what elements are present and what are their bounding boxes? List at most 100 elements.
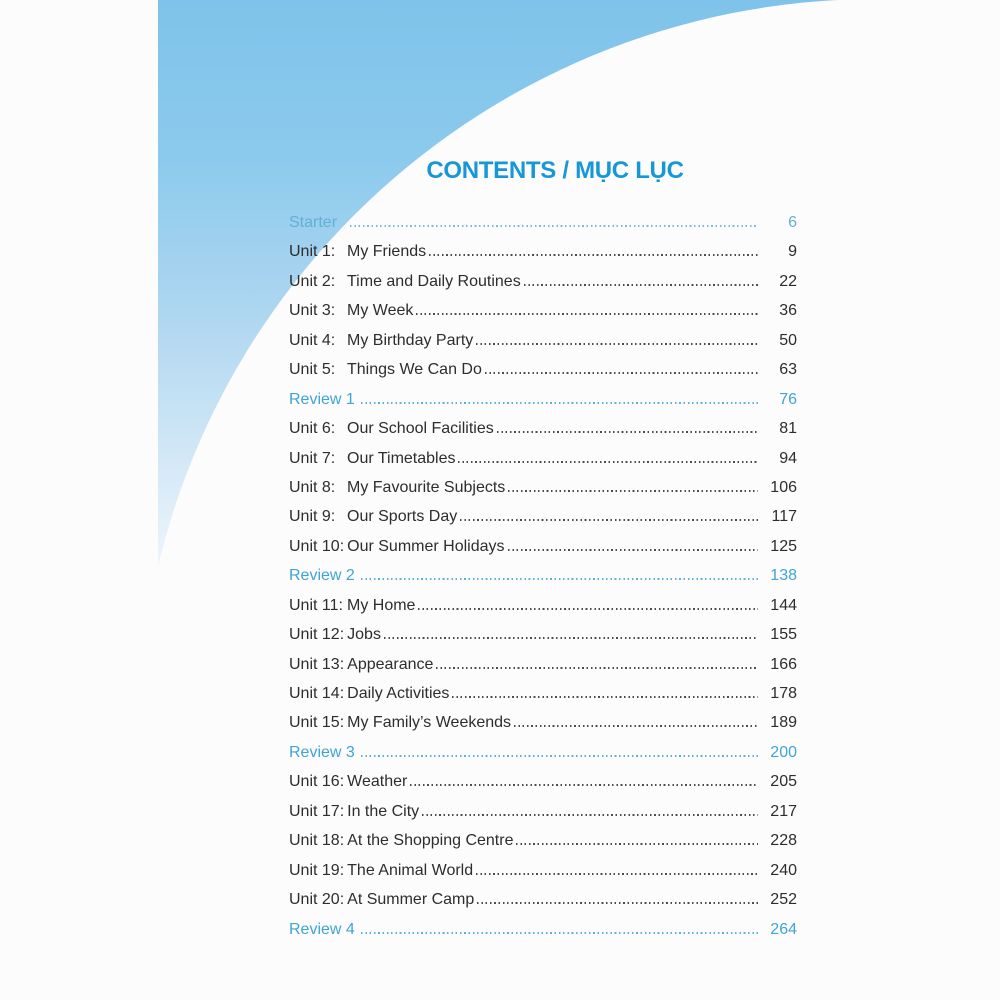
entry-page-number: 125 [770,537,797,555]
toc-row: Unit 17: In the City 217 [289,797,797,826]
toc-row: Unit 5: Things We Can Do 63 [289,355,797,384]
toc-row: Unit 16: Weather 205 [289,767,797,796]
toc-row: Unit 11: My Home 144 [289,591,797,620]
toc-row: Starter 6 [289,208,797,237]
entry-title: Our School Facilities [347,420,494,438]
dotted-leader [484,372,758,375]
entry-page-number: 22 [779,272,797,290]
entry-page-number: 6 [788,214,797,231]
dotted-leader [350,225,758,227]
entry-title: In the City [347,802,420,820]
entry-page-number: 189 [770,714,797,732]
entry-label: Unit 10: [289,537,345,555]
entry-label: Unit 9: [289,508,336,526]
entry-label: Review 3 [289,743,355,761]
dotted-leader [458,460,758,463]
entry-title: My Home [347,596,416,614]
entry-page-number: 144 [770,596,797,614]
entry-label: Unit 12: [289,626,345,644]
entry-title: My Family’s Weekends [347,714,512,732]
entry-label: Review 2 [289,567,355,585]
dotted-leader [416,313,758,316]
toc-row: Unit 12: Jobs 155 [289,620,797,649]
dotted-leader [496,431,758,434]
entry-label: Unit 6: [289,420,336,438]
toc-row: Unit 10: Our Summer Holidays 125 [289,532,797,561]
entry-title: My Birthday Party [347,331,474,349]
dotted-leader [477,902,758,905]
entry-label: Unit 20: [289,891,345,909]
toc-row: Review 4 264 [289,915,797,944]
dotted-leader [360,401,758,404]
dotted-leader [418,607,758,610]
dotted-leader [429,254,758,257]
dotted-leader [436,666,758,669]
entry-label: Unit 4: [289,331,336,349]
entry-label: Unit 2: [289,272,336,290]
toc-row: Review 2 138 [289,561,797,590]
toc-row: Unit 1: My Friends 9 [289,237,797,266]
entry-label: Starter [289,214,338,231]
toc-row: Unit 8: My Favourite Subjects 106 [289,473,797,502]
toc-row: Review 3 200 [289,738,797,767]
toc-row: Review 1 76 [289,385,797,414]
entry-page-number: 228 [770,832,797,850]
entry-page-number: 217 [770,802,797,820]
dotted-leader [460,519,758,522]
dotted-leader [476,342,758,345]
dotted-leader [360,931,758,934]
toc-row: Unit 6: Our School Facilities 81 [289,414,797,443]
entry-page-number: 76 [779,390,797,408]
entry-title: Our Timetables [347,449,456,467]
toc-row: Unit 13: Appearance 166 [289,650,797,679]
entry-title: Appearance [347,655,434,673]
entry-label: Review 1 [289,390,355,408]
entry-page-number: 50 [779,331,797,349]
toc-row: Unit 7: Our Timetables 94 [289,444,797,473]
entry-label: Unit 3: [289,302,336,320]
entry-title: My Friends [347,243,427,261]
entry-page-number: 63 [779,361,797,379]
entry-page-number: 36 [779,302,797,320]
toc-row: Unit 14: Daily Activities 178 [289,679,797,708]
toc-row: Unit 19: The Animal World 240 [289,856,797,885]
entry-title: My Favourite Subjects [347,478,506,496]
dotted-leader [452,696,758,698]
entry-title: Time and Daily Routines [347,272,521,290]
entry-title: Daily Activities [347,685,450,702]
entry-label: Unit 17: [289,802,345,820]
entry-page-number: 117 [771,508,797,526]
toc-row: Unit 20: At Summer Camp 252 [289,885,797,914]
entry-page-number: 205 [770,773,797,791]
entry-title: My Week [347,302,414,320]
dotted-leader [360,578,758,581]
entry-label: Unit 8: [289,478,336,496]
entry-page-number: 138 [770,567,797,585]
toc-row: Unit 18: At the Shopping Centre 228 [289,826,797,855]
entry-title: Weather [347,773,408,791]
entry-title: At the Shopping Centre [347,832,514,850]
entry-page-number: 94 [779,449,797,467]
dotted-leader [422,813,758,816]
dotted-leader [360,754,758,757]
entry-label: Unit 1: [289,243,336,261]
entry-title: Jobs [347,626,381,644]
entry-title: The Animal World [347,861,474,879]
dotted-leader [508,489,758,492]
entry-label: Unit 14: [289,685,345,702]
entry-page-number: 252 [770,891,797,909]
dotted-leader [516,843,758,846]
dotted-leader [514,725,758,728]
entry-label: Unit 7: [289,449,336,467]
entry-title: At Summer Camp [347,891,475,909]
entry-page-number: 155 [770,626,797,644]
entry-page-number: 9 [788,243,797,261]
entry-label: Unit 19: [289,861,345,879]
entry-label: Review 4 [289,920,355,938]
dotted-leader [476,872,758,875]
entry-page-number: 81 [779,420,797,438]
toc-row: Unit 15: My Family’s Weekends 189 [289,708,797,737]
entry-title: Our Summer Holidays [347,537,505,555]
entry-label: Unit 5: [289,361,336,379]
